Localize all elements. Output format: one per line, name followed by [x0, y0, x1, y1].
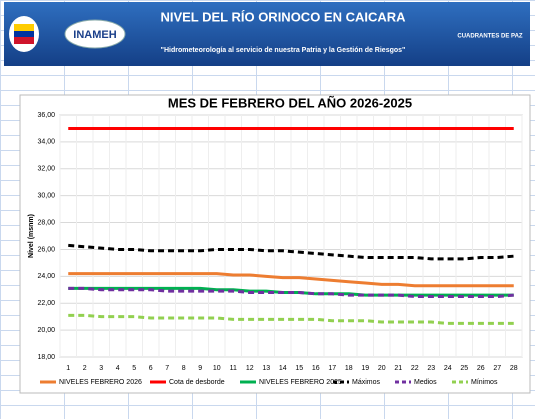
x-tick-label: 12: [246, 365, 254, 372]
x-tick-label: 5: [132, 365, 136, 372]
x-tick-label: 10: [213, 365, 221, 372]
x-tick-label: 19: [361, 365, 369, 372]
y-axis-label: Nivel (msnm): [28, 214, 35, 258]
x-tick-label: 4: [116, 365, 120, 372]
y-tick-label: 30,00: [37, 193, 55, 200]
page-title: NIVEL DEL RÍO ORINOCO EN CAICARA: [160, 9, 406, 24]
x-tick-label: 21: [394, 365, 402, 372]
x-tick-label: 7: [165, 365, 169, 372]
x-tick-label: 23: [427, 365, 435, 372]
series-line: [68, 313, 514, 325]
y-tick-label: 34,00: [37, 139, 55, 146]
x-tick-label: 3: [99, 365, 103, 372]
y-tick-label: 22,00: [37, 300, 55, 307]
y-tick-label: 26,00: [37, 246, 55, 253]
legend-label: Medios: [414, 379, 437, 386]
flag-y: [14, 24, 34, 31]
x-tick-label: 27: [493, 365, 501, 372]
x-tick-label: 8: [182, 365, 186, 372]
y-tick-label: 18,00: [37, 354, 55, 361]
series-line: [68, 272, 514, 288]
x-tick-label: 22: [411, 365, 419, 372]
x-tick-label: 25: [460, 365, 468, 372]
x-tick-label: 2: [83, 365, 87, 372]
legend-label: Mínimos: [471, 379, 498, 386]
x-tick-label: 15: [295, 365, 303, 372]
x-tick-label: 6: [149, 365, 153, 372]
legend-label: NIVELES FEBRERO 2025: [259, 379, 342, 386]
flag-b: [14, 31, 34, 37]
y-tick-label: 24,00: [37, 273, 55, 280]
series-line: [68, 243, 514, 261]
x-tick-label: 24: [444, 365, 452, 372]
y-tick-label: 28,00: [37, 219, 55, 226]
flag-r: [14, 37, 34, 44]
series-line: [68, 286, 514, 298]
x-tick-label: 20: [378, 365, 386, 372]
x-tick-label: 18: [345, 365, 353, 372]
x-tick-label: 28: [510, 365, 518, 372]
x-tick-label: 9: [198, 365, 202, 372]
y-tick-label: 36,00: [37, 112, 55, 119]
x-tick-label: 1: [66, 365, 70, 372]
logo-text: INAMEH: [73, 29, 116, 41]
x-tick-label: 14: [279, 365, 287, 372]
x-tick-label: 16: [312, 365, 320, 372]
legend-label: NIVELES FEBRERO 2026: [59, 379, 142, 386]
x-tick-label: 26: [477, 365, 485, 372]
logo-right: CUADRANTES DE PAZ: [457, 34, 523, 40]
x-tick-label: 17: [328, 365, 336, 372]
y-tick-label: 20,00: [37, 327, 55, 334]
legend-label: Máximos: [352, 379, 381, 386]
page-subtitle: "Hidrometeorología al servicio de nuestr…: [161, 47, 406, 54]
legend-label: Cota de desborde: [169, 379, 225, 386]
chart-title: MES DE FEBRERO DEL AÑO 2026-2025: [168, 95, 412, 110]
y-tick-label: 32,00: [37, 166, 55, 173]
x-tick-label: 11: [230, 365, 237, 372]
logo-inameh: [64, 19, 126, 49]
x-tick-label: 13: [262, 365, 270, 372]
